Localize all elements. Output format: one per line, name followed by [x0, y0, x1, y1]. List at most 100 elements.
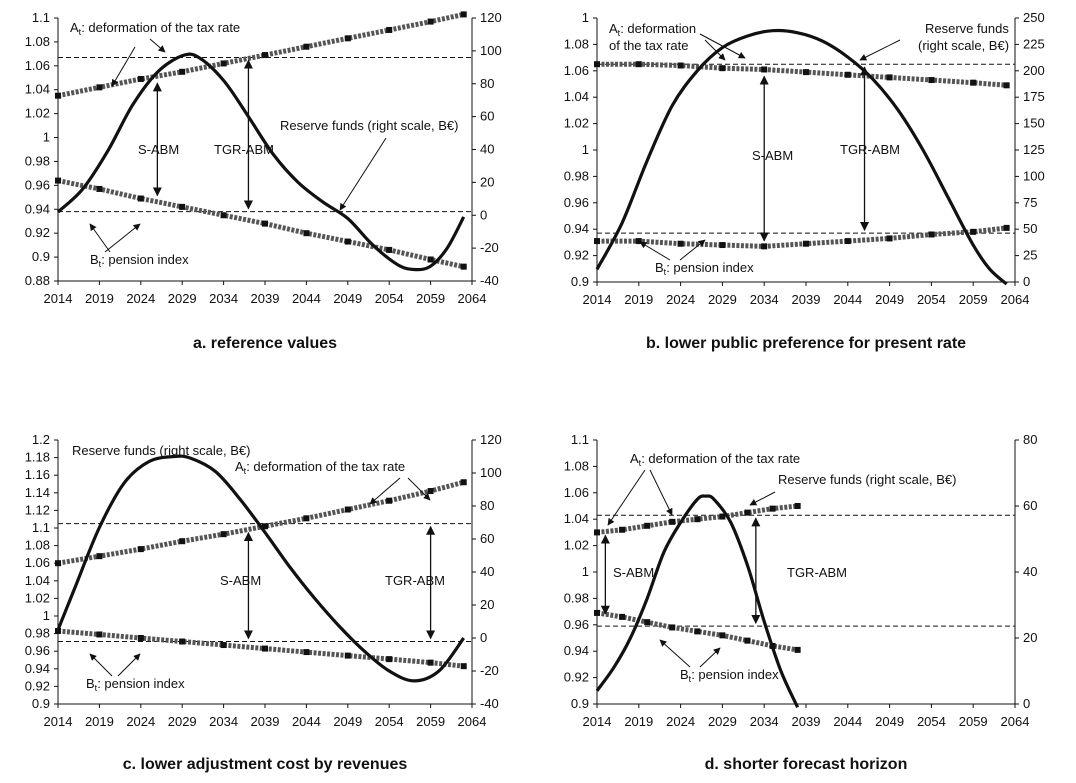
- x-tick-label: 2064: [1001, 714, 1030, 729]
- y-left-tick-label: 1.08: [564, 458, 589, 473]
- y-right-tick-label: 100: [480, 43, 502, 58]
- y-right-tick-label: -40: [480, 273, 499, 288]
- y-left-tick-label: 1.02: [25, 106, 50, 121]
- series-at-point: [769, 505, 776, 512]
- y-left-tick-label: 0.92: [564, 248, 589, 263]
- x-tick-label: 2059: [416, 291, 445, 306]
- y-left-tick-label: 1.08: [25, 34, 50, 49]
- annotation-pointer-arrow: [639, 241, 671, 261]
- panel-caption: a. reference values: [193, 335, 337, 352]
- series-at-point: [970, 79, 977, 86]
- series-at-point: [886, 74, 893, 81]
- y-left-tick-label: 1.1: [571, 432, 589, 447]
- series-bt-point: [55, 627, 61, 634]
- y-right-tick-label: 200: [1023, 63, 1045, 78]
- annotation-label: TGR-ABM: [787, 565, 847, 580]
- panel-a: 0.88 0.9 0.92 0.94 0.96 0.98 1 1.02 1.04 1.06 1.08…: [25, 10, 502, 352]
- x-tick-label: 2044: [833, 714, 862, 729]
- series-bt-point: [55, 177, 61, 184]
- series-bt-point: [719, 242, 726, 249]
- series-at-line: [597, 61, 1007, 88]
- x-tick-label: 2049: [333, 714, 362, 729]
- series-bt-point: [179, 203, 186, 210]
- annotation-label: Reserve funds: [925, 21, 1009, 36]
- annotation-label: of the tax rate: [609, 38, 689, 53]
- series-bt-point: [794, 646, 801, 653]
- panel-b: 0.9 0.92 0.94 0.96 0.98 1 1.02 1.04 1.06 1.08 1 0 25…: [564, 10, 1045, 352]
- series-at-point: [619, 526, 626, 533]
- series-bt-point: [344, 652, 351, 659]
- annotation-label: At: deformation of the tax rate: [70, 20, 240, 37]
- y-left-tick-label: 1.1: [32, 10, 50, 25]
- series-bt-point: [677, 240, 684, 247]
- y-left-tick-label: 1: [582, 564, 589, 579]
- series-at-point: [386, 497, 393, 504]
- x-tick-label: 2034: [209, 714, 238, 729]
- series-bt-point: [96, 631, 103, 638]
- x-tick-label: 2049: [875, 714, 904, 729]
- series-at-point: [220, 531, 227, 538]
- y-right-tick-label: 125: [1023, 142, 1045, 157]
- series-at-point: [137, 546, 144, 553]
- series-at-point: [694, 516, 701, 523]
- annotation-label: TGR-ABM: [385, 573, 445, 588]
- series-at-point: [635, 61, 642, 68]
- x-tick-label: 2029: [168, 714, 197, 729]
- y-right-tick-label: 60: [480, 109, 494, 124]
- y-left-tick-label: 0.96: [25, 643, 50, 658]
- y-left-tick-label: 0.98: [564, 590, 589, 605]
- x-tick-label: 2014: [44, 714, 73, 729]
- y-right-tick-label: 20: [480, 174, 494, 189]
- series-reserve-funds-line: [56, 454, 465, 683]
- annotation-pointer-arrow: [659, 639, 691, 668]
- y-left-tick-label: 1.1: [32, 520, 50, 535]
- series-at-point: [386, 26, 393, 33]
- annotation-pointer-arrow: [369, 477, 401, 505]
- y-left-tick-label: 1.18: [25, 450, 50, 465]
- annotation-pointer-arrow: [679, 239, 706, 261]
- series-at-point: [344, 506, 351, 513]
- y-right-tick-label: 20: [480, 597, 494, 612]
- y-right-tick-label: 75: [1023, 195, 1037, 210]
- series-at-point: [303, 515, 310, 522]
- y-left-tick-label: 1.14: [25, 485, 50, 500]
- y-left-tick-label: 1.08: [564, 36, 589, 51]
- series-at-point: [669, 518, 676, 525]
- annotation-label: Reserve funds (right scale, B€): [778, 472, 956, 487]
- annotation-label: Bt: pension index: [655, 260, 754, 277]
- x-tick-label: 2024: [666, 292, 695, 307]
- series-at-point: [344, 35, 351, 42]
- annotation-pointer-arrow: [89, 223, 111, 253]
- panel-caption: c. lower adjustment cost by revenues: [123, 756, 408, 773]
- x-tick-label: 2049: [875, 292, 904, 307]
- y-right-tick-label: 0: [1023, 274, 1030, 289]
- series-at-point: [96, 553, 103, 560]
- x-tick-label: 2059: [959, 292, 988, 307]
- series-bt-point: [844, 238, 851, 245]
- x-tick-label: 2064: [1001, 292, 1030, 307]
- series-bt-line: [57, 628, 464, 669]
- series-bt-point: [744, 637, 751, 644]
- series-bt-point: [761, 243, 768, 250]
- series-at-point: [179, 68, 186, 75]
- series-reserve-funds-line: [595, 28, 1008, 286]
- x-tick-label: 2039: [792, 292, 821, 307]
- x-tick-label: 2059: [959, 714, 988, 729]
- y-left-tick-label: 0.94: [25, 201, 50, 216]
- y-left-tick-label: 1.08: [25, 538, 50, 553]
- annotation-label: Bt: pension index: [680, 667, 779, 684]
- series-at-point: [137, 75, 144, 82]
- x-tick-label: 2039: [251, 714, 280, 729]
- x-tick-label: 2024: [126, 291, 155, 306]
- y-left-tick-label: 1.16: [25, 467, 50, 482]
- x-tick-label: 2029: [168, 291, 197, 306]
- y-left-tick-label: 1.04: [564, 89, 589, 104]
- series-at-point: [1003, 82, 1010, 89]
- x-tick-label: 2029: [708, 292, 737, 307]
- series-at-point: [594, 61, 600, 68]
- annotation-label: At: deformation of the tax rate: [235, 459, 405, 476]
- series-at-point: [220, 60, 227, 67]
- series-bt-line: [57, 178, 465, 270]
- annotation-pointer-arrow: [699, 33, 746, 59]
